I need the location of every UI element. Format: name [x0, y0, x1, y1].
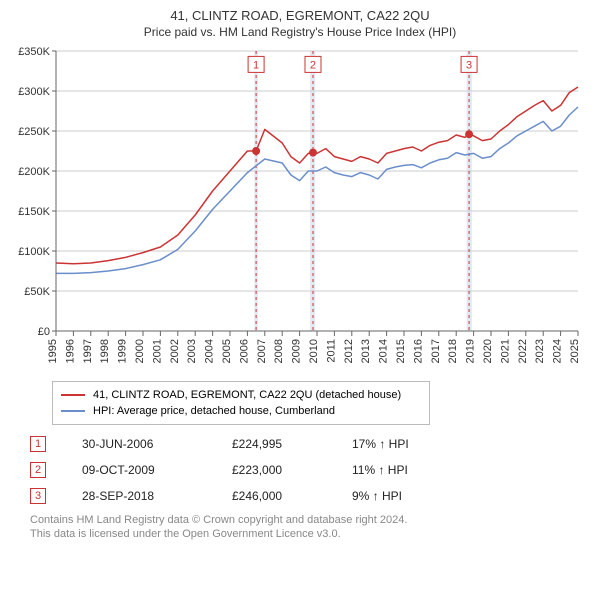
svg-text:2011: 2011	[325, 339, 337, 363]
svg-text:£100K: £100K	[18, 246, 50, 258]
svg-text:2: 2	[310, 59, 316, 71]
svg-text:2021: 2021	[499, 339, 511, 363]
svg-text:2014: 2014	[378, 339, 390, 363]
table-row: 1 30-JUN-2006£224,99517% ↑ HPI	[30, 431, 588, 457]
transaction-price: £246,000	[232, 489, 352, 503]
svg-text:1998: 1998	[99, 339, 111, 363]
transaction-marker: 3	[30, 488, 46, 504]
chart-title-sub: Price paid vs. HM Land Registry's House …	[12, 25, 588, 39]
transaction-diff: 17% ↑ HPI	[352, 437, 452, 451]
svg-text:2018: 2018	[447, 339, 459, 363]
svg-text:£0: £0	[38, 326, 50, 338]
footnote-line-1: Contains HM Land Registry data © Crown c…	[30, 513, 588, 527]
svg-text:2017: 2017	[430, 339, 442, 363]
svg-text:2024: 2024	[552, 339, 564, 363]
svg-text:2001: 2001	[151, 339, 163, 363]
legend-swatch	[61, 410, 85, 412]
svg-text:2025: 2025	[569, 339, 581, 363]
table-row: 3 28-SEP-2018£246,0009% ↑ HPI	[30, 483, 588, 509]
svg-text:£200K: £200K	[18, 166, 50, 178]
legend-label: HPI: Average price, detached house, Cumb…	[93, 405, 335, 417]
transaction-diff: 11% ↑ HPI	[352, 463, 452, 477]
svg-text:1999: 1999	[117, 339, 129, 363]
legend-row: 41, CLINTZ ROAD, EGREMONT, CA22 2QU (det…	[61, 387, 421, 403]
transaction-diff: 9% ↑ HPI	[352, 489, 452, 503]
svg-text:2020: 2020	[482, 339, 494, 363]
svg-text:£300K: £300K	[18, 86, 50, 98]
transaction-price: £224,995	[232, 437, 352, 451]
svg-text:2007: 2007	[256, 339, 268, 363]
transaction-price: £223,000	[232, 463, 352, 477]
svg-text:£50K: £50K	[24, 286, 50, 298]
svg-text:2010: 2010	[308, 339, 320, 363]
svg-text:2015: 2015	[395, 339, 407, 363]
chart-container: 41, CLINTZ ROAD, EGREMONT, CA22 2QU Pric…	[0, 0, 600, 590]
svg-text:£350K: £350K	[18, 46, 50, 58]
svg-text:£250K: £250K	[18, 126, 50, 138]
svg-text:1996: 1996	[64, 339, 76, 363]
footnote: Contains HM Land Registry data © Crown c…	[30, 513, 588, 542]
svg-text:2013: 2013	[360, 339, 372, 363]
svg-text:2008: 2008	[273, 339, 285, 363]
transaction-marker: 2	[30, 462, 46, 478]
svg-text:2012: 2012	[343, 339, 355, 363]
svg-text:1997: 1997	[82, 339, 94, 363]
svg-text:2003: 2003	[186, 339, 198, 363]
transaction-date: 30-JUN-2006	[82, 437, 232, 451]
svg-text:2009: 2009	[291, 339, 303, 363]
svg-text:1: 1	[253, 59, 259, 71]
svg-text:2004: 2004	[204, 339, 216, 363]
svg-text:2000: 2000	[134, 339, 146, 363]
svg-text:2022: 2022	[517, 339, 529, 363]
legend: 41, CLINTZ ROAD, EGREMONT, CA22 2QU (det…	[52, 381, 430, 425]
svg-text:3: 3	[466, 59, 472, 71]
transactions-table: 1 30-JUN-2006£224,99517% ↑ HPI 2 09-OCT-200…	[30, 431, 588, 509]
svg-text:2019: 2019	[465, 339, 477, 363]
transaction-date: 09-OCT-2009	[82, 463, 232, 477]
legend-row: HPI: Average price, detached house, Cumb…	[61, 403, 421, 419]
svg-text:2006: 2006	[238, 339, 250, 363]
legend-swatch	[61, 394, 85, 396]
line-chart: £0 £50K £100K £150K £200K £250K £300K £350K 1995…	[12, 45, 588, 375]
svg-text:2023: 2023	[534, 339, 546, 363]
svg-text:2005: 2005	[221, 339, 233, 363]
footnote-line-2: This data is licensed under the Open Gov…	[30, 527, 588, 541]
table-row: 2 09-OCT-2009£223,00011% ↑ HPI	[30, 457, 588, 483]
svg-text:£150K: £150K	[18, 206, 50, 218]
legend-label: 41, CLINTZ ROAD, EGREMONT, CA22 2QU (det…	[93, 389, 401, 401]
svg-text:2002: 2002	[169, 339, 181, 363]
chart-title-address: 41, CLINTZ ROAD, EGREMONT, CA22 2QU	[12, 8, 588, 23]
transaction-date: 28-SEP-2018	[82, 489, 232, 503]
transaction-marker: 1	[30, 436, 46, 452]
svg-text:2016: 2016	[412, 339, 424, 363]
svg-text:1995: 1995	[47, 339, 59, 363]
